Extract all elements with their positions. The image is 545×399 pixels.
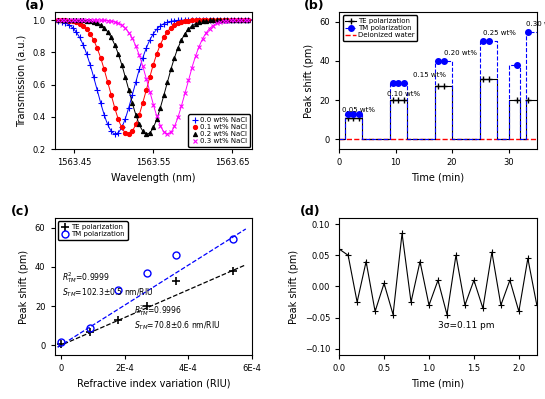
Text: (b): (b) bbox=[304, 0, 324, 12]
0.1 wt% NaCl bbox=[125, 131, 132, 136]
Text: 3σ=0.11 pm: 3σ=0.11 pm bbox=[438, 321, 494, 330]
TE polarization bbox=[58, 342, 64, 347]
0.2 wt% NaCl bbox=[245, 18, 251, 22]
Text: $R^2_{TM}$=0.9999
$S_{TM}$=102.3±0.5 nm/RIU: $R^2_{TM}$=0.9999 $S_{TM}$=102.3±0.5 nm/… bbox=[63, 270, 154, 299]
Legend: 0.0 wt% NaCl, 0.1 wt% NaCl, 0.2 wt% NaCl, 0.3 wt% NaCl: 0.0 wt% NaCl, 0.1 wt% NaCl, 0.2 wt% NaCl… bbox=[189, 115, 250, 147]
Y-axis label: Peak shift (pm): Peak shift (pm) bbox=[289, 249, 299, 324]
Deionized water bbox=[336, 137, 342, 142]
0.0 wt% NaCl bbox=[90, 74, 97, 79]
Y-axis label: Transmission (a.u.): Transmission (a.u.) bbox=[17, 34, 27, 127]
Y-axis label: Peak shift (pm): Peak shift (pm) bbox=[304, 43, 314, 118]
0.0 wt% NaCl bbox=[111, 131, 118, 136]
0.1 wt% NaCl bbox=[55, 18, 62, 22]
TE polarization bbox=[230, 269, 237, 273]
TM polarization bbox=[58, 340, 64, 345]
0.0 wt% NaCl bbox=[241, 18, 248, 22]
0.0 wt% NaCl bbox=[245, 18, 251, 22]
Line: 0.0 wt% NaCl: 0.0 wt% NaCl bbox=[56, 17, 251, 136]
0.1 wt% NaCl bbox=[76, 21, 83, 26]
0.3 wt% NaCl bbox=[101, 18, 107, 23]
TE polarization bbox=[172, 278, 179, 283]
Text: $R^2_{TM}$=0.9996
$S_{TM}$=70.8±0.6 nm/RIU: $R^2_{TM}$=0.9996 $S_{TM}$=70.8±0.6 nm/R… bbox=[134, 303, 220, 332]
TM polarization bbox=[86, 325, 93, 330]
Deionized water bbox=[342, 137, 348, 142]
Legend: TE polarization, TM polarization, Deionized water: TE polarization, TM polarization, Deioni… bbox=[343, 16, 417, 41]
0.2 wt% NaCl bbox=[241, 18, 248, 22]
0.0 wt% NaCl bbox=[76, 35, 83, 40]
TM polarization bbox=[115, 288, 122, 293]
X-axis label: Refractive index variation (RIU): Refractive index variation (RIU) bbox=[77, 379, 230, 389]
TM polarization bbox=[230, 237, 237, 242]
0.3 wt% NaCl bbox=[245, 18, 251, 22]
Line: 0.3 wt% NaCl: 0.3 wt% NaCl bbox=[56, 18, 250, 136]
Line: 0.2 wt% NaCl: 0.2 wt% NaCl bbox=[56, 18, 250, 136]
X-axis label: Time (min): Time (min) bbox=[411, 379, 464, 389]
0.3 wt% NaCl bbox=[76, 18, 83, 22]
0.0 wt% NaCl bbox=[227, 18, 234, 22]
0.2 wt% NaCl bbox=[101, 26, 107, 30]
0.3 wt% NaCl bbox=[55, 18, 62, 22]
0.0 wt% NaCl bbox=[129, 93, 136, 97]
X-axis label: Wavelength (nm): Wavelength (nm) bbox=[111, 173, 196, 183]
TE polarization bbox=[86, 329, 93, 334]
TE polarization bbox=[144, 304, 150, 308]
Line: TM polarization: TM polarization bbox=[57, 236, 237, 346]
0.0 wt% NaCl bbox=[101, 112, 107, 117]
Text: 0.15 wt%: 0.15 wt% bbox=[413, 72, 446, 78]
Legend: TE polarization, TM polarization: TE polarization, TM polarization bbox=[58, 221, 128, 240]
TE polarization bbox=[115, 318, 122, 322]
0.3 wt% NaCl bbox=[227, 18, 234, 23]
Text: 0.20 wt%: 0.20 wt% bbox=[444, 50, 477, 56]
0.1 wt% NaCl bbox=[101, 67, 107, 72]
0.0 wt% NaCl bbox=[55, 19, 62, 24]
Y-axis label: Peak shift (pm): Peak shift (pm) bbox=[19, 249, 29, 324]
Text: (a): (a) bbox=[25, 0, 45, 12]
0.2 wt% NaCl bbox=[55, 18, 62, 22]
0.3 wt% NaCl bbox=[241, 18, 248, 22]
Text: (d): (d) bbox=[300, 205, 320, 218]
0.1 wt% NaCl bbox=[129, 128, 136, 133]
TM polarization bbox=[144, 271, 150, 275]
0.2 wt% NaCl bbox=[90, 20, 97, 24]
0.3 wt% NaCl bbox=[90, 18, 97, 22]
Line: 0.1 wt% NaCl: 0.1 wt% NaCl bbox=[56, 18, 250, 136]
0.1 wt% NaCl bbox=[227, 18, 234, 22]
Text: 0.30 wt%: 0.30 wt% bbox=[525, 21, 545, 27]
Text: (c): (c) bbox=[11, 205, 30, 218]
Text: 0.05 wt%: 0.05 wt% bbox=[342, 107, 375, 113]
0.1 wt% NaCl bbox=[245, 18, 251, 22]
0.3 wt% NaCl bbox=[164, 132, 171, 136]
0.1 wt% NaCl bbox=[241, 18, 248, 22]
0.2 wt% NaCl bbox=[76, 18, 83, 23]
0.3 wt% NaCl bbox=[125, 30, 132, 35]
Line: TE polarization: TE polarization bbox=[57, 267, 237, 348]
0.2 wt% NaCl bbox=[125, 87, 132, 92]
Text: 0.25 wt%: 0.25 wt% bbox=[483, 30, 516, 36]
0.1 wt% NaCl bbox=[90, 38, 97, 42]
0.2 wt% NaCl bbox=[143, 131, 149, 136]
X-axis label: Time (min): Time (min) bbox=[411, 173, 464, 183]
Text: 0.10 wt%: 0.10 wt% bbox=[387, 91, 420, 97]
TM polarization bbox=[172, 253, 179, 257]
0.2 wt% NaCl bbox=[227, 18, 234, 22]
